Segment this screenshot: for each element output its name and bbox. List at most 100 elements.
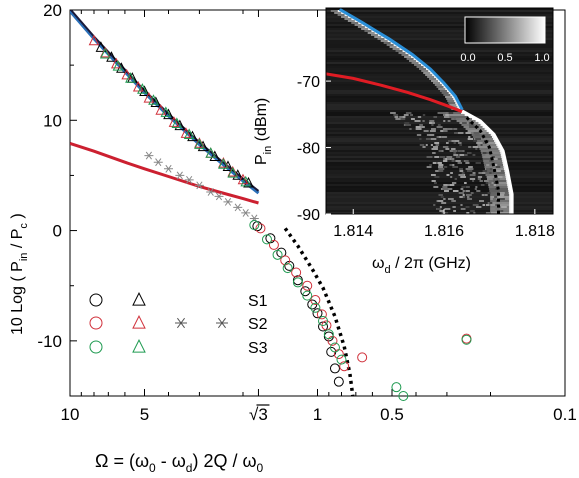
heatmap-speckle xyxy=(450,172,453,174)
heatmap-band xyxy=(414,64,425,66)
heatmap-speckle xyxy=(493,164,498,166)
heatmap-row xyxy=(326,110,553,112)
heatmap-speckle xyxy=(443,160,448,162)
heatmap-speckle xyxy=(475,138,481,140)
heatmap-speckle xyxy=(477,178,482,180)
heatmap-row xyxy=(326,144,553,146)
heatmap-band xyxy=(456,120,479,122)
heatmap-row xyxy=(326,180,553,182)
data-point-s3-triangle xyxy=(183,128,195,139)
heatmap-band xyxy=(334,12,345,14)
heatmap-band xyxy=(490,204,513,206)
heatmap-row xyxy=(326,204,553,206)
heatmap-row xyxy=(326,32,553,34)
data-point-s3-circle xyxy=(391,382,402,393)
heatmap-speckle xyxy=(480,144,483,146)
heatmap-row xyxy=(326,60,553,62)
heatmap-speckle xyxy=(470,192,474,194)
data-point-s2-triangle xyxy=(155,104,167,115)
inset-x-axis-label: ωd / 2π (GHz) xyxy=(372,255,471,276)
legend-marker-circle xyxy=(89,293,103,307)
data-point-s3-circle xyxy=(302,290,313,301)
heatmap-speckle xyxy=(459,144,463,146)
heatmap-speckle xyxy=(479,180,483,182)
heatmap-row xyxy=(326,202,553,204)
heatmap-band xyxy=(395,50,406,52)
heatmap-band xyxy=(481,154,504,156)
x-tick-label: 5 xyxy=(140,405,149,424)
heatmap-speckle xyxy=(453,128,458,130)
heatmap-speckle xyxy=(443,116,450,118)
heatmap-row xyxy=(326,182,553,184)
heatmap-row xyxy=(326,156,553,158)
heatmap-speckle xyxy=(452,166,459,168)
heatmap-row xyxy=(326,158,553,160)
colorbar-tick-label: 0.5 xyxy=(497,52,512,64)
heatmap-row xyxy=(326,14,553,16)
heatmap-speckle xyxy=(497,176,503,178)
heatmap-speckle xyxy=(473,140,478,142)
heatmap-row xyxy=(326,72,553,74)
heatmap-band xyxy=(416,66,427,68)
heatmap-speckle xyxy=(468,146,472,148)
heatmap-speckle xyxy=(405,112,412,114)
heatmap-speckle xyxy=(447,140,452,142)
heatmap-row xyxy=(326,176,553,178)
inset-x-tick-label: 1.816 xyxy=(424,223,464,240)
heatmap-speckle xyxy=(395,118,401,120)
heatmap-speckle xyxy=(469,178,476,180)
heatmap-speckle xyxy=(485,174,490,176)
heatmap-row xyxy=(326,28,553,30)
legend-label: S2 xyxy=(248,316,268,333)
heatmap-speckle xyxy=(445,148,450,150)
data-point-s2-asterisk xyxy=(214,192,224,201)
heatmap-speckle xyxy=(430,174,436,176)
heatmap-row xyxy=(326,70,553,72)
legend-label: S3 xyxy=(248,340,268,357)
heatmap-speckle xyxy=(442,128,448,130)
heatmap-row xyxy=(326,44,553,46)
heatmap-speckle xyxy=(433,204,436,206)
curve-dashed xyxy=(283,227,355,396)
colorbar-tick-label: 1.0 xyxy=(534,52,549,64)
heatmap-row xyxy=(326,186,553,188)
heatmap-speckle xyxy=(422,114,426,116)
heatmap-speckle xyxy=(438,164,444,166)
heatmap-speckle xyxy=(434,142,440,144)
heatmap-band xyxy=(486,174,509,176)
heatmap-band xyxy=(389,46,400,48)
heatmap-row xyxy=(326,108,553,110)
heatmap-speckle xyxy=(400,118,406,120)
data-point-s3-triangle xyxy=(218,158,229,169)
data-point-s3-circle xyxy=(282,263,293,274)
heatmap-speckle xyxy=(498,196,504,198)
data-point-s3-circle xyxy=(272,249,283,260)
heatmap-speckle xyxy=(481,194,485,196)
heatmap-speckle xyxy=(425,138,431,140)
heatmap-speckle xyxy=(438,136,442,138)
heatmap-speckle xyxy=(485,152,490,154)
heatmap-band xyxy=(374,36,385,38)
x-tick-label: √3 xyxy=(249,405,268,424)
heatmap-band xyxy=(490,200,513,202)
heatmap-band xyxy=(452,118,475,120)
heatmap-band xyxy=(370,34,381,36)
heatmap-speckle xyxy=(495,170,501,172)
heatmap-speckle xyxy=(423,130,429,132)
heatmap-row xyxy=(326,20,553,22)
heatmap-band xyxy=(465,128,488,130)
heatmap-band xyxy=(337,14,348,16)
heatmap-band xyxy=(445,96,456,98)
heatmap-row xyxy=(326,134,553,136)
heatmap-band xyxy=(489,190,512,192)
heatmap-speckle xyxy=(433,116,438,118)
heatmap-row xyxy=(326,178,553,180)
heatmap-speckle xyxy=(477,206,482,208)
heatmap-band xyxy=(471,134,494,136)
heatmap-band xyxy=(448,102,459,104)
heatmap-row xyxy=(326,116,553,118)
heatmap-speckle xyxy=(451,140,455,142)
inset-frame xyxy=(325,7,554,215)
y-tick-label: 0 xyxy=(53,222,62,241)
data-point-s1-triangle xyxy=(243,176,254,188)
